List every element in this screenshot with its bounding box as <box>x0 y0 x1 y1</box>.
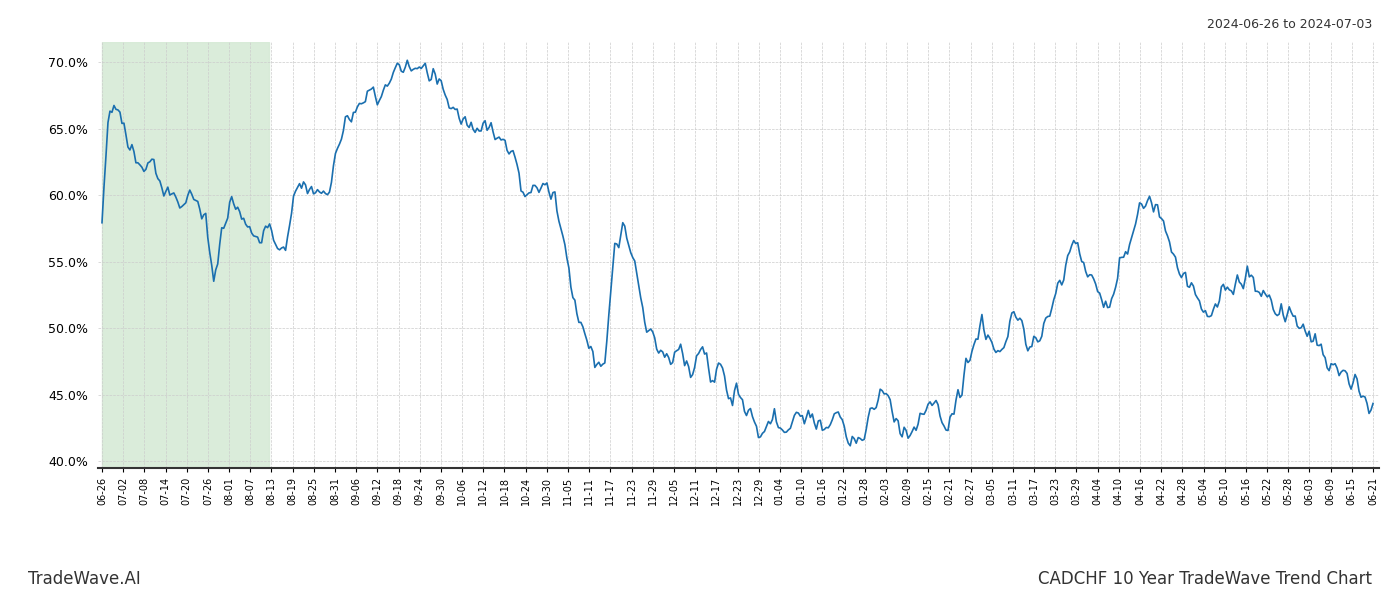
Text: 2024-06-26 to 2024-07-03: 2024-06-26 to 2024-07-03 <box>1207 18 1372 31</box>
Text: CADCHF 10 Year TradeWave Trend Chart: CADCHF 10 Year TradeWave Trend Chart <box>1037 570 1372 588</box>
Text: TradeWave.AI: TradeWave.AI <box>28 570 141 588</box>
Bar <box>102 42 269 468</box>
